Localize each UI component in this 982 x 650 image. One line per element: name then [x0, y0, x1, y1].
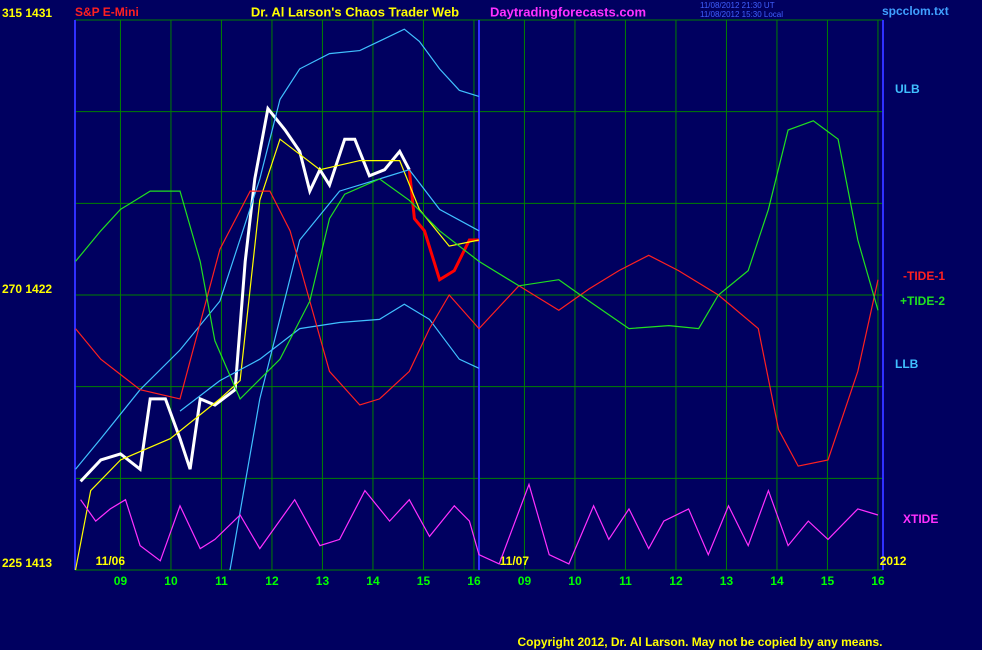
file-name: spcclom.txt [882, 4, 949, 18]
x-tick-label: 13 [720, 574, 734, 588]
series-label: LLB [895, 357, 919, 371]
timestamp: 11/08/2012 21:30 UT [700, 1, 775, 10]
date-label: 11/07 [500, 554, 530, 568]
x-tick-label: 11 [619, 574, 632, 588]
instrument: S&P E-Mini [75, 5, 139, 19]
x-tick-label: 12 [265, 574, 279, 588]
x-tick-label: 16 [871, 574, 885, 588]
series-label: +TIDE-2 [900, 294, 945, 308]
series-line [75, 120, 879, 400]
x-tick-label: 12 [669, 574, 683, 588]
series-line [407, 169, 479, 282]
y-tick-label: 225 1413 [2, 556, 52, 570]
x-tick-label: 13 [316, 574, 330, 588]
x-tick-label: 14 [366, 574, 380, 588]
chart-title: Dr. Al Larson's Chaos Trader Web [251, 4, 459, 19]
series-line [80, 482, 879, 565]
x-tick-label: 15 [417, 574, 431, 588]
x-tick-label: 09 [518, 574, 532, 588]
series-line [74, 138, 480, 571]
x-tick-label: 14 [770, 574, 784, 588]
series-line [75, 28, 480, 470]
series-line [79, 105, 411, 483]
copyright: Copyright 2012, Dr. Al Larson. May not b… [518, 635, 883, 649]
series-label: ULB [895, 82, 920, 96]
site: Daytradingforecasts.com [490, 4, 646, 19]
series-label: -TIDE-1 [903, 269, 945, 283]
x-tick-label: 09 [114, 574, 128, 588]
series-line [179, 303, 480, 412]
series-label: XTIDE [903, 512, 938, 526]
date-label: 2012 [880, 554, 907, 568]
series-line [75, 190, 879, 467]
x-tick-label: 11 [215, 574, 228, 588]
x-tick-label: 16 [467, 574, 481, 588]
timestamp: 11/08/2012 15:30 Local [700, 10, 783, 19]
y-tick-label: 315 1431 [2, 6, 52, 20]
y-tick-label: 270 1422 [2, 282, 52, 296]
date-label: 11/06 [96, 554, 126, 568]
x-tick-label: 10 [164, 574, 178, 588]
x-tick-label: 10 [568, 574, 582, 588]
x-tick-label: 15 [821, 574, 835, 588]
